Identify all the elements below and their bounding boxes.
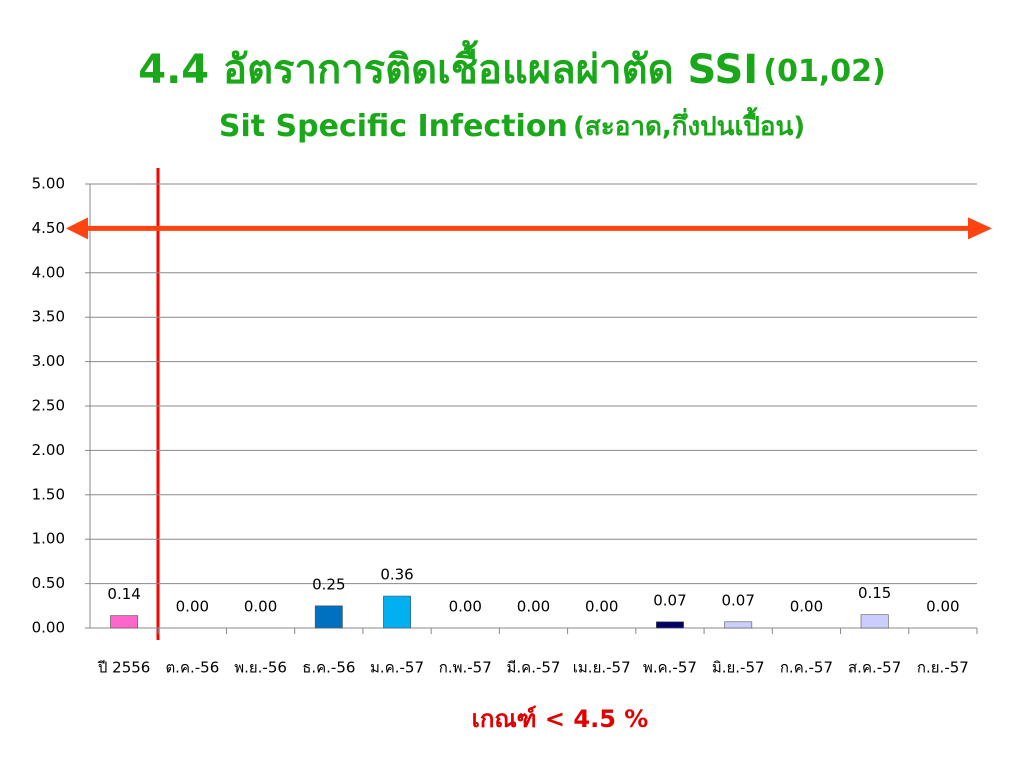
y-tick-label: 0.50 <box>32 574 65 592</box>
value-label: 0.07 <box>721 591 754 609</box>
value-label: 0.00 <box>176 598 209 616</box>
bar <box>656 621 684 629</box>
x-tick-label: ก.พ.-57 <box>439 659 492 677</box>
value-label: 0.25 <box>312 575 345 593</box>
y-tick-label: 2.00 <box>32 441 65 459</box>
value-label: 0.00 <box>449 598 482 616</box>
y-tick-label: 1.50 <box>32 485 65 503</box>
title-code: (01,02) <box>763 54 885 89</box>
y-tick-label: 1.00 <box>32 530 65 548</box>
x-tick-label: ปี 2556 <box>97 659 150 677</box>
y-tick-label: 4.50 <box>32 219 65 237</box>
chart-title: 4.4 อัตราการติดเชื้อแผลผ่าตัด SSI (01,02… <box>138 40 885 93</box>
value-label: 0.00 <box>790 598 823 616</box>
y-tick-label: 4.00 <box>32 263 65 281</box>
y-tick-label: 2.50 <box>32 397 65 415</box>
value-label: 0.14 <box>107 585 140 603</box>
y-tick-label: 3.50 <box>32 308 65 326</box>
value-label: 0.00 <box>585 598 618 616</box>
x-tick-label: พ.ค.-57 <box>643 659 697 677</box>
value-label: 0.07 <box>653 591 686 609</box>
x-tick-label: มิ.ย.-57 <box>712 659 765 677</box>
y-tick-label: 3.00 <box>32 352 65 370</box>
subtitle-note: (สะอาด,กึ่งปนเปื้อน) <box>573 106 805 142</box>
value-label: 0.00 <box>926 598 959 616</box>
bar <box>314 605 343 629</box>
annotation: เกณฑ์ < 4.5 % <box>472 705 649 733</box>
bar <box>860 614 889 629</box>
x-tick-label: ม.ค.-57 <box>370 659 424 677</box>
y-tick-label: 5.00 <box>32 175 65 193</box>
bar <box>383 595 411 629</box>
threshold-arrowhead-right <box>968 217 992 240</box>
x-tick-label: มี.ค.-57 <box>507 659 561 677</box>
value-label: 0.00 <box>244 598 277 616</box>
x-tick-label: ส.ค.-57 <box>848 659 901 677</box>
x-tick-label: เม.ย.-57 <box>573 659 631 677</box>
x-tick-label: ธ.ค.-56 <box>302 659 355 677</box>
x-tick-label: ต.ค.-56 <box>165 659 219 677</box>
x-tick-label: ก.ค.-57 <box>780 659 833 677</box>
subtitle-main: Sit Specific Infection <box>219 109 568 144</box>
bar <box>110 615 139 629</box>
threshold-arrowhead-left <box>66 217 88 240</box>
bar <box>724 621 753 629</box>
value-label: 0.36 <box>380 566 413 584</box>
x-tick-label: ก.ย.-57 <box>917 659 969 677</box>
x-tick-label: พ.ย.-56 <box>234 659 287 677</box>
title-main: 4.4 อัตราการติดเชื้อแผลผ่าตัด SSI <box>138 40 758 93</box>
chart-subtitle: Sit Specific Infection (สะอาด,กึ่งปนเปื้… <box>219 106 805 144</box>
value-label: 0.15 <box>858 584 891 602</box>
value-label: 0.00 <box>517 598 550 616</box>
y-tick-label: 0.00 <box>32 619 65 637</box>
